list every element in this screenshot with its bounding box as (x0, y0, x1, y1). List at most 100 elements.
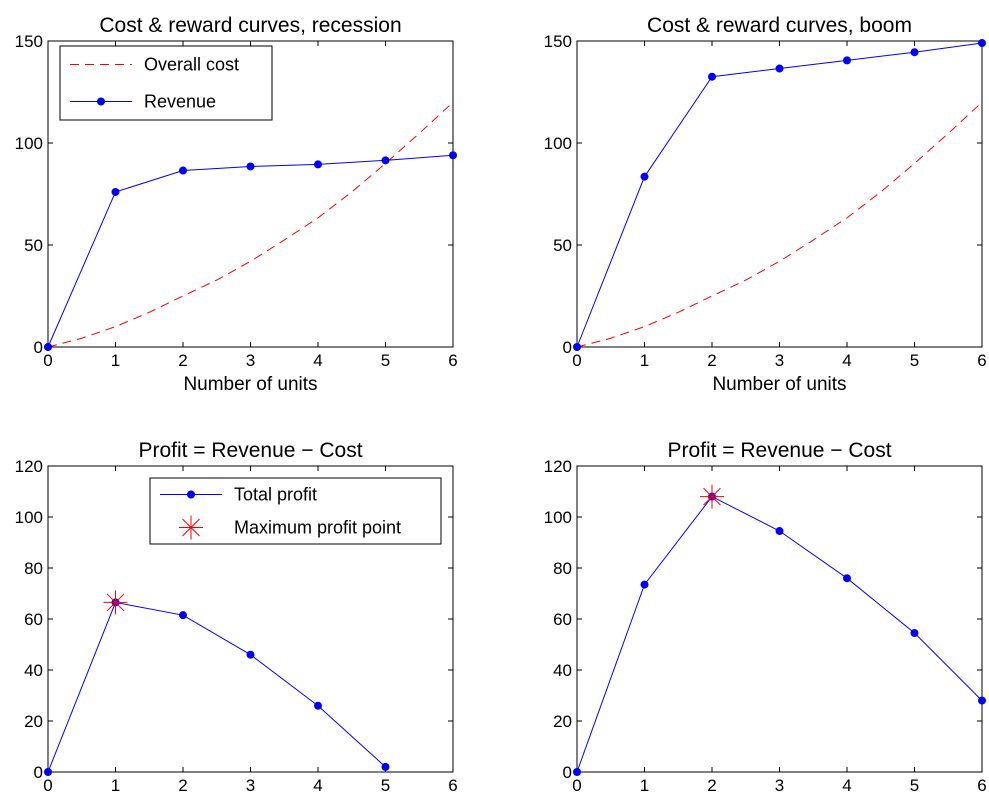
data-point (44, 343, 52, 351)
y-tick-label: 0 (34, 338, 43, 357)
x-tick-label: 6 (448, 351, 457, 370)
y-tick-label: 0 (563, 763, 572, 782)
x-tick-label: 0 (572, 776, 581, 795)
x-tick-label: 3 (246, 776, 255, 795)
data-point (44, 768, 52, 776)
data-point (910, 629, 919, 638)
x-tick-label: 4 (842, 351, 851, 370)
legend-label: Revenue (144, 92, 216, 112)
max-point-star (700, 484, 724, 509)
data-point (246, 162, 255, 171)
x-tick-label: 6 (977, 776, 986, 795)
series-revenue (44, 151, 457, 351)
y-tick-label: 20 (24, 712, 43, 731)
legend-label: Maximum profit point (234, 518, 401, 538)
plot-area (576, 40, 983, 348)
y-tick-label: 150 (544, 32, 572, 51)
data-point (573, 343, 581, 351)
x-tick-label: 0 (43, 776, 52, 795)
legend-marker (97, 97, 105, 106)
legend: Total profit Maximum profit point (149, 477, 442, 545)
data-point (910, 48, 919, 57)
data-point (314, 160, 322, 169)
legend-label: Overall cost (144, 55, 239, 75)
series-2 (573, 39, 986, 351)
x-tick-label: 2 (707, 776, 716, 795)
legend-box (59, 45, 273, 121)
x-tick-label: 2 (707, 351, 716, 370)
x-axis-label: Number of units (712, 374, 846, 395)
x-tick-label: 5 (910, 776, 919, 795)
data-point (843, 56, 851, 65)
x-tick-label: 1 (640, 776, 649, 795)
chart-title: Cost & reward curves, boom (647, 14, 912, 37)
x-tick-label: 0 (572, 351, 581, 370)
data-point (179, 166, 187, 175)
y-tick-label: 150 (15, 32, 43, 51)
y-tick-label: 100 (15, 508, 43, 527)
chart-panel-1: Cost & reward curves, recession 0 1 2 3 4 5 6 0 5… (15, 14, 458, 395)
y-tick-label: 60 (553, 610, 572, 629)
data-point (449, 151, 457, 160)
data-point (314, 701, 322, 710)
x-tick-label: 2 (178, 776, 187, 795)
legend: Overall cost Revenue (59, 45, 273, 121)
data-point (640, 580, 649, 589)
series-line (47, 601, 386, 773)
x-tick-label: 3 (246, 351, 255, 370)
x-tick-label: 5 (381, 776, 390, 795)
x-tick-label: 1 (640, 351, 649, 370)
data-point (179, 611, 187, 620)
x-tick-label: 1 (111, 776, 120, 795)
y-tick-label: 80 (553, 559, 572, 578)
x-axis-label: Number of units (183, 374, 317, 395)
y-tick-label: 60 (24, 610, 43, 629)
x-tick-label: 4 (842, 776, 851, 795)
data-point (381, 156, 390, 165)
plot-area (576, 465, 983, 773)
x-tick-label: 2 (178, 351, 187, 370)
x-tick-label: 3 (775, 351, 784, 370)
x-tick-label: 4 (313, 351, 322, 370)
y-tick-label: 120 (544, 457, 572, 476)
data-point (381, 762, 390, 771)
x-tick-label: 5 (910, 351, 919, 370)
data-point (775, 64, 784, 73)
chart-title: Profit = Revenue − Cost (138, 439, 362, 462)
legend-marker (187, 490, 195, 499)
data-point (640, 172, 649, 181)
x-tick-label: 6 (448, 776, 457, 795)
y-tick-label: 100 (544, 134, 572, 153)
x-tick-label: 1 (111, 351, 120, 370)
series-2 (700, 484, 724, 509)
y-tick-label: 100 (15, 134, 43, 153)
y-tick-label: 100 (544, 508, 572, 527)
y-tick-label: 0 (563, 338, 572, 357)
data-point (775, 527, 784, 536)
legend-star-marker (179, 515, 203, 540)
y-tick-label: 0 (34, 763, 43, 782)
data-point (978, 39, 986, 48)
y-tick-label: 50 (553, 236, 572, 255)
legend-label: Total profit (234, 485, 317, 505)
data-point (843, 574, 851, 583)
x-tick-label: 5 (381, 351, 390, 370)
y-tick-label: 40 (553, 661, 572, 680)
y-tick-label: 20 (553, 712, 572, 731)
x-tick-label: 0 (43, 351, 52, 370)
x-tick-label: 4 (313, 776, 322, 795)
y-tick-label: 50 (24, 236, 43, 255)
y-tick-label: 40 (24, 661, 43, 680)
data-point (573, 768, 581, 776)
data-point (246, 650, 255, 659)
chart-title: Cost & reward curves, recession (99, 14, 401, 37)
chart-panel-2: Cost & reward curves, boom 0 1 2 3 4 5 6 0 50 100 1… (544, 14, 987, 395)
data-point (978, 696, 986, 705)
legend-box (149, 477, 442, 545)
data-point (708, 72, 716, 81)
series-maximum-profit-point (103, 590, 128, 615)
y-tick-label: 120 (15, 457, 43, 476)
